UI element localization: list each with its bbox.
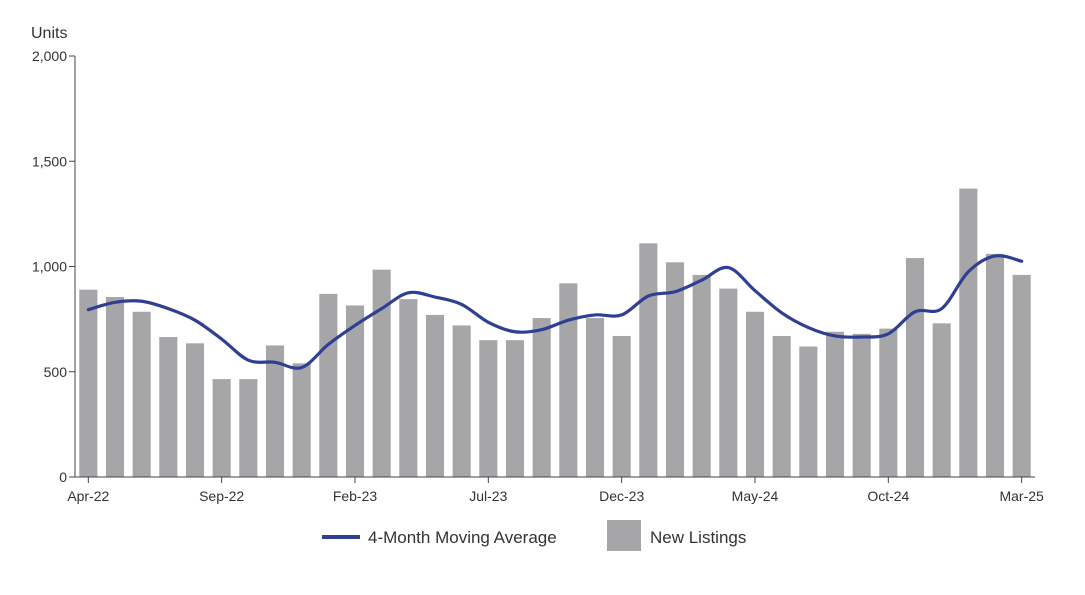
bar-new-listings bbox=[105, 297, 125, 477]
bar-new-listings bbox=[772, 335, 791, 477]
bar-new-listings bbox=[879, 328, 898, 477]
x-tick-label: Sep-22 bbox=[199, 488, 244, 504]
bar-new-listings bbox=[1012, 274, 1031, 477]
x-tick-label: May-24 bbox=[732, 488, 779, 504]
x-tick-label: Jul-23 bbox=[469, 488, 507, 504]
x-axis: Apr-22 Sep-22 Feb-23 Jul-23 Dec-23 May-24 Oct-… bbox=[67, 476, 1044, 504]
bar-new-listings bbox=[692, 274, 711, 477]
bar-new-listings bbox=[185, 343, 205, 477]
legend-label-new-listings: New Listings bbox=[650, 528, 746, 547]
bar-new-listings bbox=[452, 325, 471, 477]
bar-new-listings bbox=[559, 283, 578, 477]
y-tick-label: 500 bbox=[44, 364, 68, 380]
bar-new-listings bbox=[132, 311, 151, 477]
bar-new-listings bbox=[425, 314, 445, 477]
y-tick-label: 1,500 bbox=[32, 153, 67, 169]
bar-new-listings bbox=[585, 318, 605, 477]
bar-new-listings bbox=[719, 288, 738, 477]
bar-new-listings bbox=[665, 262, 685, 477]
bar-new-listings bbox=[799, 346, 818, 477]
bar-new-listings bbox=[932, 323, 951, 477]
bar-new-listings bbox=[239, 379, 258, 477]
y-axis: 0 500 1,000 1,500 2,000 bbox=[32, 48, 76, 485]
bar-new-listings bbox=[639, 243, 658, 477]
x-tick-label: Oct-24 bbox=[867, 488, 909, 504]
bar-new-listings bbox=[985, 253, 1005, 477]
x-tick-label: Apr-22 bbox=[67, 488, 109, 504]
y-tick-label: 1,000 bbox=[32, 259, 67, 275]
bar-new-listings bbox=[212, 379, 231, 477]
bar-new-listings bbox=[479, 340, 498, 477]
bars bbox=[79, 188, 1031, 478]
x-tick-label: Mar-25 bbox=[999, 488, 1044, 504]
y-axis-title: Units bbox=[31, 25, 67, 42]
x-tick-label: Dec-23 bbox=[599, 488, 644, 504]
bar-new-listings bbox=[345, 305, 365, 477]
y-tick-label: 0 bbox=[59, 469, 67, 485]
moving-average-line bbox=[86, 254, 1024, 370]
bar-new-listings bbox=[505, 340, 525, 477]
x-tick-label: Feb-23 bbox=[333, 488, 378, 504]
legend-box-swatch bbox=[607, 520, 641, 551]
bar-new-listings bbox=[532, 318, 551, 477]
legend: 4-Month Moving Average New Listings bbox=[322, 520, 746, 551]
legend-label-moving-average: 4-Month Moving Average bbox=[368, 528, 557, 547]
bar-new-listings bbox=[265, 345, 285, 477]
bar-new-listings bbox=[79, 289, 98, 477]
bar-new-listings bbox=[159, 337, 178, 477]
bar-new-listings bbox=[319, 293, 338, 477]
bar-new-listings bbox=[745, 311, 765, 477]
bar-new-listings bbox=[825, 331, 845, 477]
bar-new-listings bbox=[399, 299, 418, 477]
bar-new-listings bbox=[612, 335, 631, 477]
moving-average-path bbox=[86, 254, 1024, 370]
bar-new-listings bbox=[372, 269, 391, 477]
y-tick-label: 2,000 bbox=[32, 48, 67, 64]
bar-new-listings bbox=[959, 188, 978, 478]
bar-new-listings bbox=[852, 333, 871, 477]
bar-new-listings bbox=[905, 258, 925, 477]
bar-new-listings bbox=[292, 363, 311, 477]
